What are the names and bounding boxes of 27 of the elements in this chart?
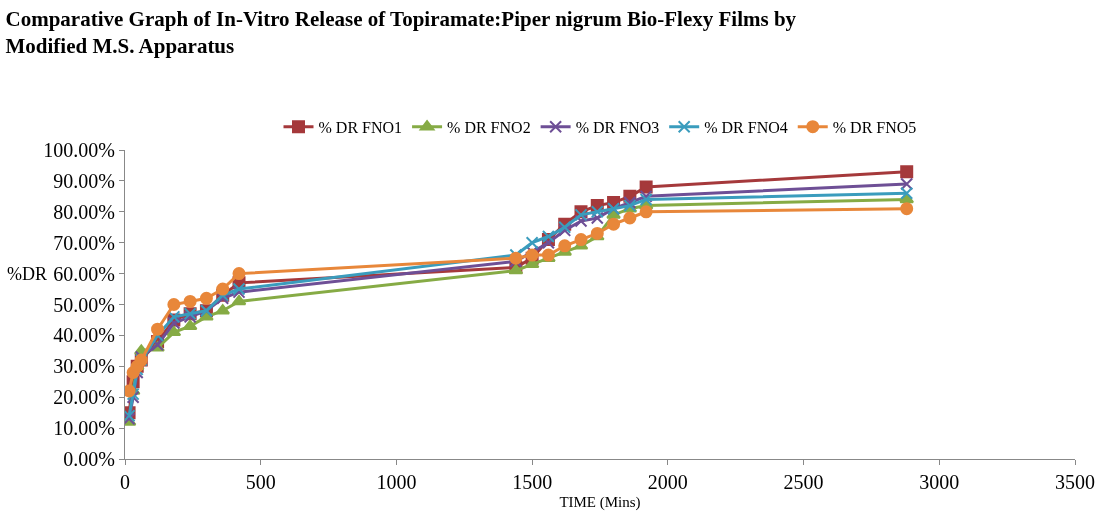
x-tick-label: 500: [245, 471, 276, 493]
y-tick-label: 40.00%: [53, 324, 115, 347]
x-tick-label: 1000: [376, 471, 417, 493]
y-tick-label: 100.00%: [43, 139, 115, 161]
y-tick-label: 80.00%: [53, 200, 115, 223]
legend-label: % DR FNO1: [318, 118, 403, 136]
y-tick-label: 60.00%: [53, 262, 115, 285]
y-tick-label: 30.00%: [53, 355, 115, 378]
x-tick-label: 2500: [783, 471, 824, 493]
y-tick-label: 10.00%: [53, 417, 115, 440]
y-tick-label: 20.00%: [53, 386, 115, 409]
x-tick-label: 0: [120, 471, 130, 493]
x-tick-label: 3500: [1055, 471, 1095, 493]
x-tick-label: 1500: [512, 471, 553, 493]
legend-label: % DR FNO5: [832, 118, 917, 136]
chart-title: Comparative Graph of In-Vitro Release of Topiramate:Piper nigrum Bio-Flexy Films by Modified M.S. Apparatus: [5, 7, 797, 59]
x-tick-label: 3000: [919, 471, 960, 493]
y-tick-label: 90.00%: [53, 169, 115, 192]
y-tick-label: 70.00%: [53, 231, 115, 254]
y-tick-label: 0.00%: [63, 448, 115, 470]
legend-label: % DR FNO4: [704, 118, 788, 136]
legend-label: % DR FNO3: [575, 118, 660, 136]
y-tick-label: 50.00%: [53, 293, 115, 316]
legend-label: % DR FNO2: [447, 118, 531, 136]
x-tick-label: 2000: [647, 471, 688, 493]
y-axis-title: %DR: [7, 264, 47, 284]
x-axis-title: TIME (Mins): [559, 494, 641, 511]
